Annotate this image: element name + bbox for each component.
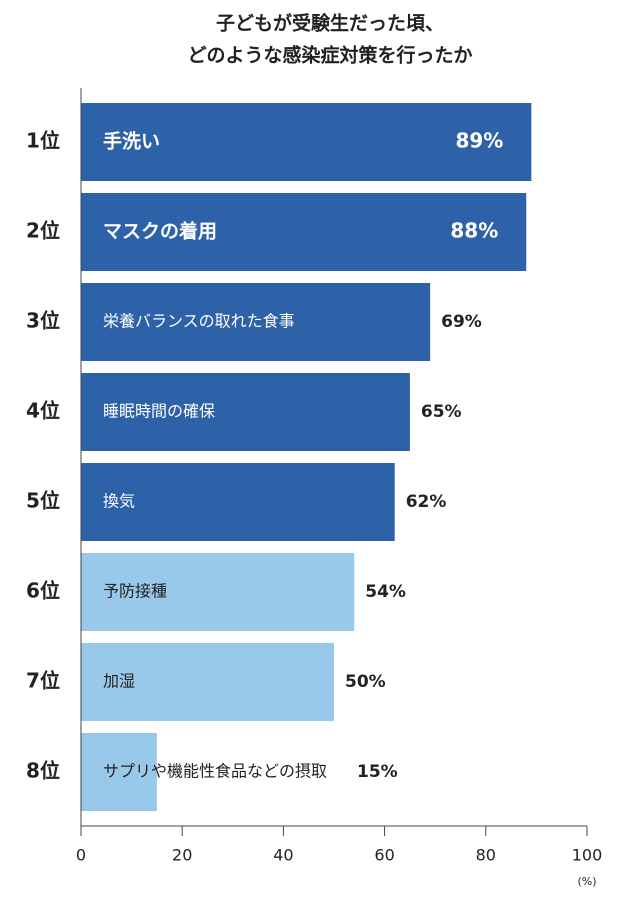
rank-label: 8位 (26, 759, 60, 783)
x-unit: (%) (577, 875, 596, 888)
x-tick-label: 60 (374, 846, 394, 865)
chart-title: 子どもが受験生だった頃、 (216, 12, 444, 35)
x-tick-label: 0 (76, 846, 86, 865)
bar-label: 換気 (103, 492, 135, 511)
rank-label: 3位 (26, 309, 60, 333)
x-tick-label: 100 (572, 846, 603, 865)
rank-label: 7位 (26, 669, 60, 693)
bar-label: 加湿 (103, 672, 135, 691)
rank-label: 2位 (26, 219, 60, 243)
rank-label: 6位 (26, 579, 60, 603)
value-label: 50% (345, 672, 386, 692)
bar-label: 手洗い (103, 130, 160, 153)
bar (81, 733, 157, 811)
bar-label: サプリや機能性食品などの摂取 (103, 762, 327, 781)
bar-label: 栄養バランスの取れた食事 (103, 312, 295, 331)
value-label: 62% (406, 492, 447, 512)
rank-label: 4位 (26, 399, 60, 423)
bar (81, 553, 355, 631)
rank-label: 5位 (26, 489, 60, 513)
x-tick-label: 20 (172, 846, 192, 865)
value-label: 89% (455, 129, 503, 153)
value-label: 88% (450, 219, 498, 243)
value-label: 54% (365, 582, 406, 602)
x-tick-label: 80 (476, 846, 496, 865)
value-label: 69% (441, 312, 482, 332)
bar-label: マスクの着用 (103, 220, 217, 243)
x-tick-label: 40 (273, 846, 293, 865)
bar (81, 103, 532, 181)
bar (81, 463, 395, 541)
value-label: 65% (421, 402, 462, 422)
value-label: 15% (357, 762, 398, 782)
bar (81, 643, 334, 721)
chart-title: どのような感染症対策を行ったか (187, 44, 472, 67)
bar-label: 予防接種 (103, 582, 167, 601)
bar (81, 283, 431, 361)
rank-label: 1位 (26, 129, 60, 153)
bar (81, 373, 410, 451)
bar (81, 193, 527, 271)
bar-label: 睡眠時間の確保 (103, 402, 215, 421)
